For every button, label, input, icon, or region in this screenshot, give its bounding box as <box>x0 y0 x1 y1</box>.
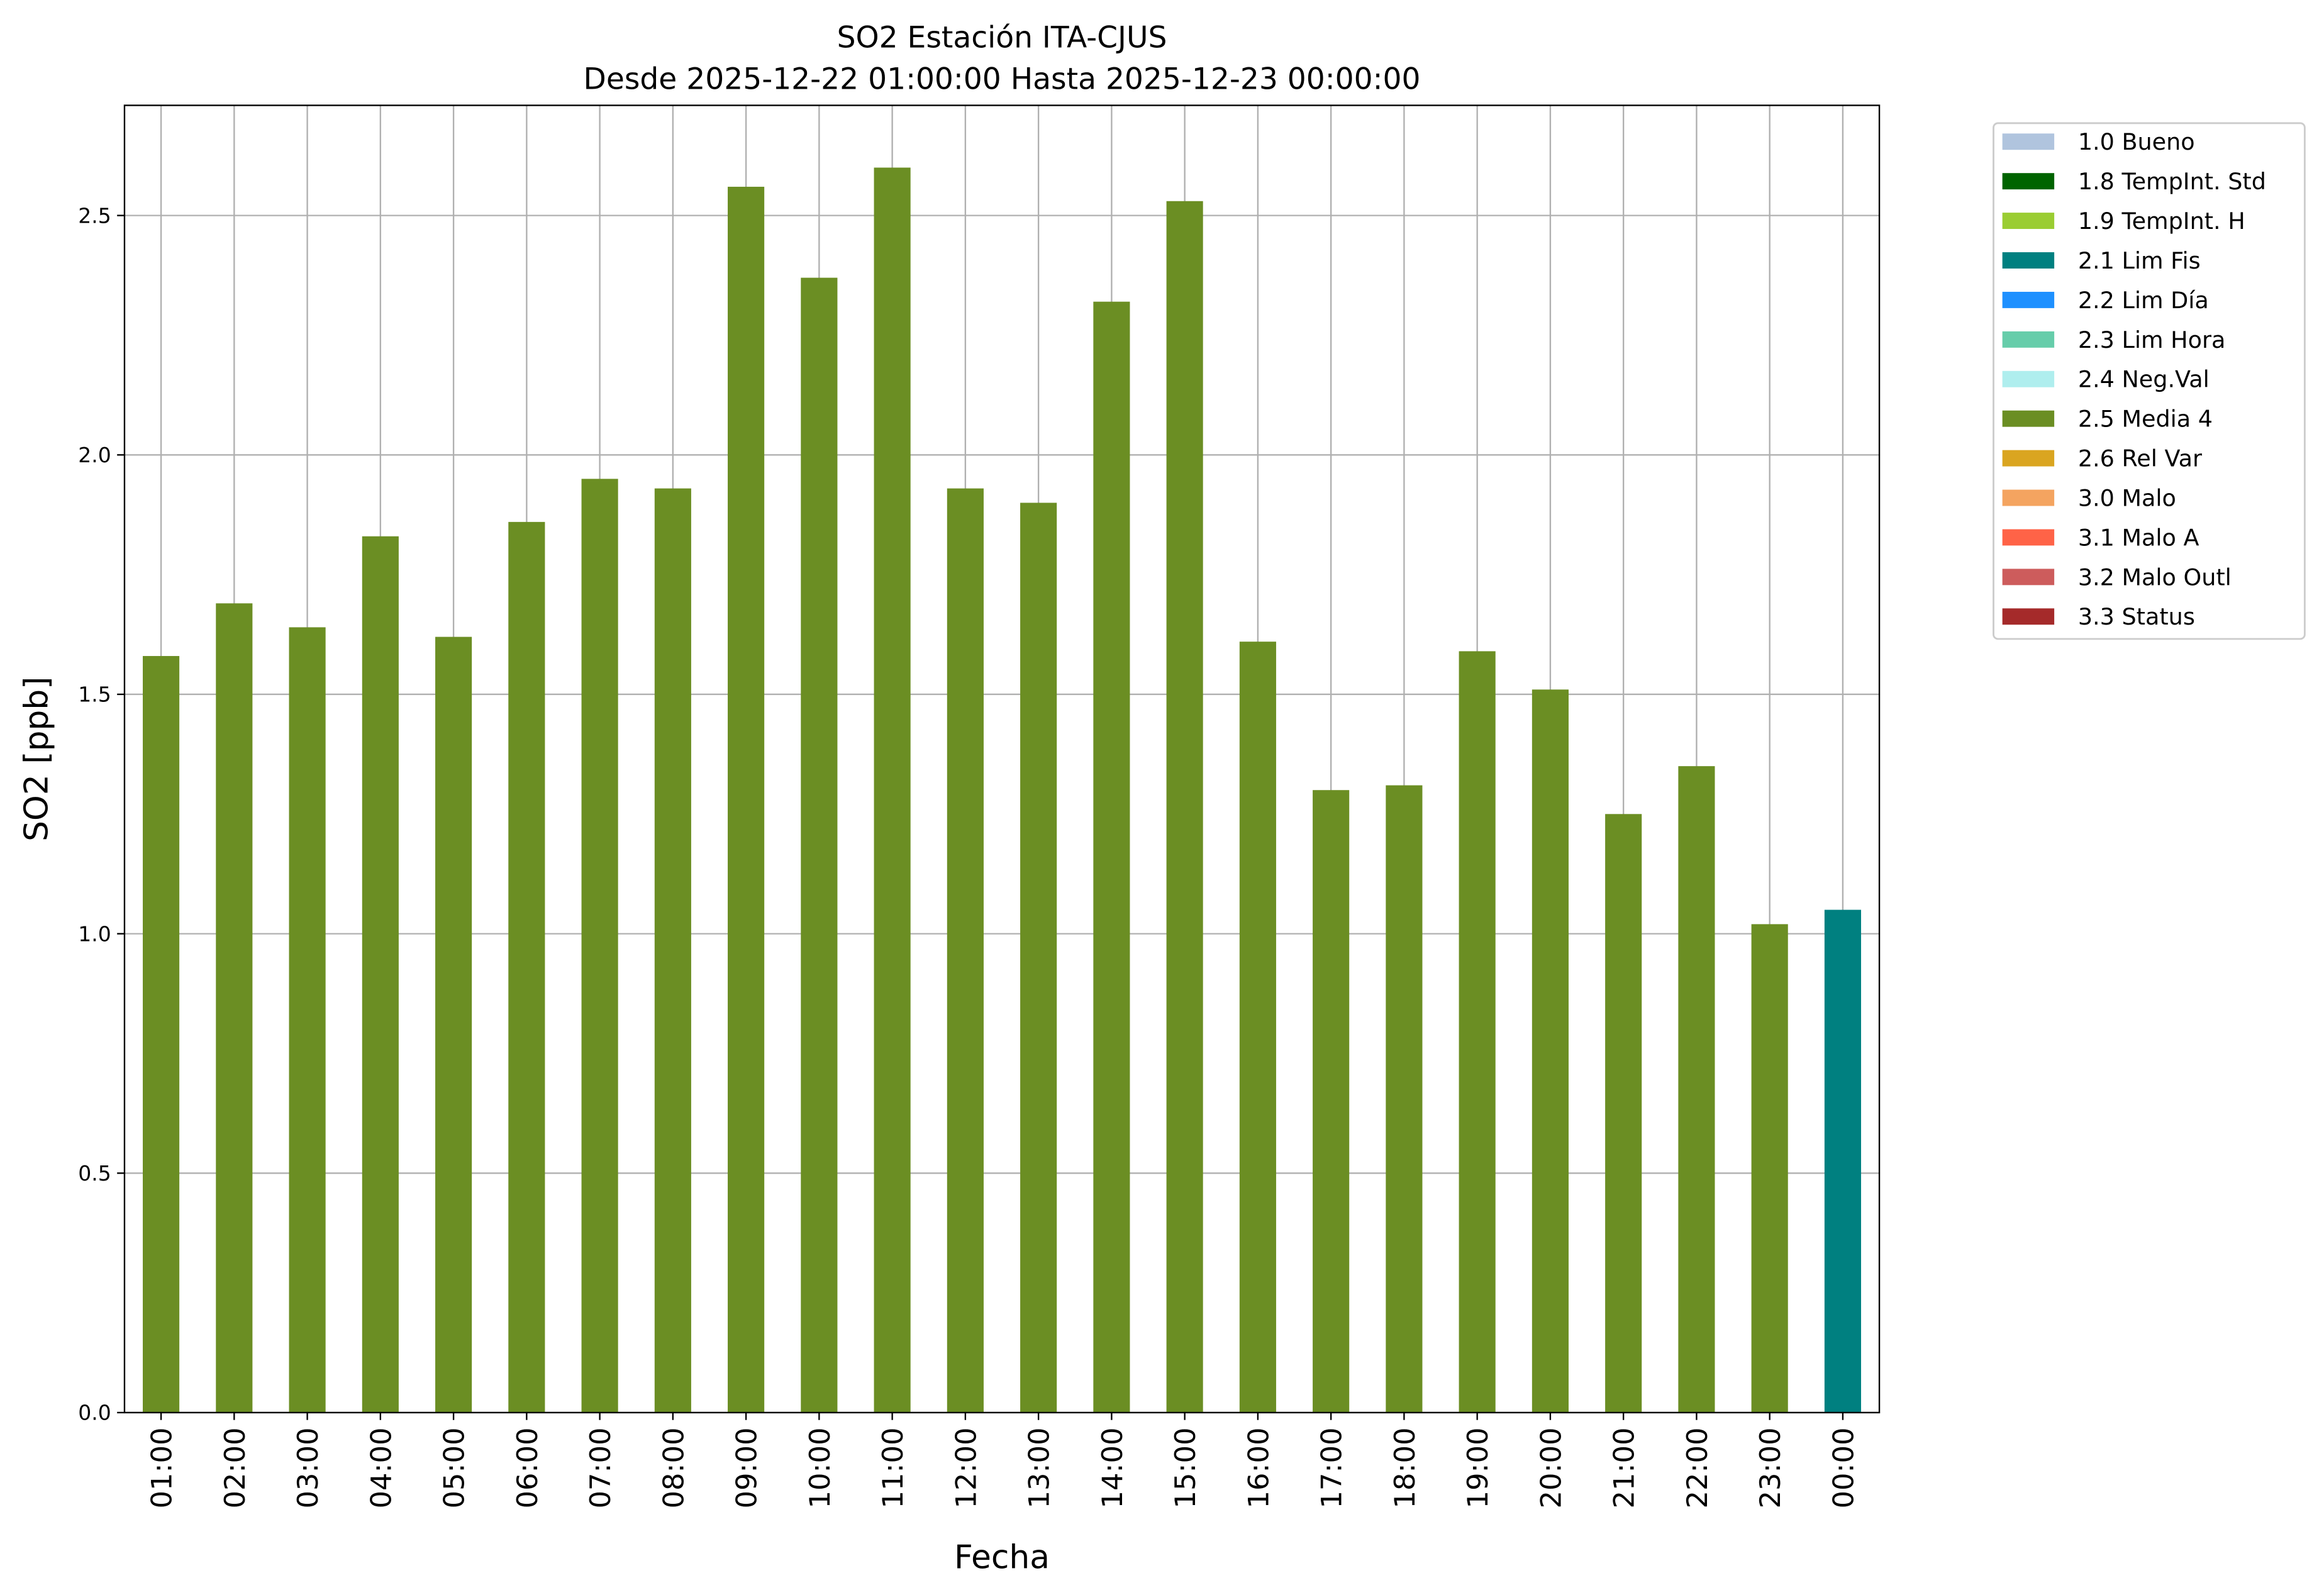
legend-swatch-2.5 <box>2002 410 2055 427</box>
legend-label: 1.0 Bueno <box>2078 128 2195 155</box>
legend-swatch-1.8 <box>2002 173 2055 190</box>
legend-swatch-2.2 <box>2002 291 2055 308</box>
x-tick-label: 23:00 <box>1754 1428 1787 1509</box>
legend-label: 2.5 Media 4 <box>2078 406 2213 433</box>
legend-label: 3.0 Malo <box>2078 484 2176 511</box>
legend-label: 3.3 Status <box>2078 603 2195 630</box>
legend-label: 2.4 Neg.Val <box>2078 366 2210 393</box>
bar-0800 <box>654 488 691 1413</box>
legend-swatch-2.6 <box>2002 450 2055 467</box>
legend-label: 2.6 Rel Var <box>2078 445 2203 472</box>
chart-title-line1: SO2 Estación ITA-CJUS <box>837 21 1167 55</box>
x-tick-label: 07:00 <box>584 1428 617 1509</box>
legend-label: 2.2 Lim Día <box>2078 287 2209 314</box>
x-tick-label: 06:00 <box>511 1428 544 1509</box>
bar-1000 <box>801 277 838 1413</box>
bar-0000 <box>1824 909 1861 1413</box>
legend-frame <box>1993 122 2306 640</box>
bar-2000 <box>1532 689 1569 1413</box>
x-tick-label: 14:00 <box>1096 1428 1129 1509</box>
bars <box>143 167 1861 1413</box>
y-tick-label: 1.0 <box>78 921 111 946</box>
x-tick-label: 03:00 <box>291 1428 325 1509</box>
y-tick-label: 0.5 <box>78 1161 111 1186</box>
legend: 1.0 Bueno 1.8 TempInt. Std 1.9 TempInt. H 2… <box>1993 122 2306 640</box>
y-tick-label: 2.5 <box>78 203 111 228</box>
y-tick-label: 2.0 <box>78 443 111 467</box>
chart-title-line2: Desde 2025-12-22 01:00:00 Hasta 2025-12-… <box>584 62 1421 97</box>
x-tick-label: 15:00 <box>1169 1428 1202 1509</box>
bar-1500 <box>1166 201 1203 1413</box>
legend-swatch-2.3 <box>2002 331 2055 348</box>
x-tick-label: 09:00 <box>730 1428 764 1509</box>
x-tick-label: 17:00 <box>1315 1428 1348 1509</box>
legend-swatch-3.3 <box>2002 608 2055 625</box>
legend-swatch-3.2 <box>2002 569 2055 586</box>
bar-0100 <box>143 656 180 1413</box>
y-axis-ticks: 0.0 0.5 1.0 1.5 2.0 2.5 <box>78 203 125 1425</box>
bar-2100 <box>1605 814 1642 1413</box>
bar-1800 <box>1386 785 1423 1413</box>
bar-2200 <box>1678 766 1715 1413</box>
x-axis-label: Fecha <box>954 1538 1050 1576</box>
legend-label: 3.2 Malo Outl <box>2078 564 2232 591</box>
x-tick-label: 19:00 <box>1461 1428 1494 1509</box>
y-tick-label: 1.5 <box>78 682 111 707</box>
bar-0900 <box>728 186 765 1413</box>
bar-1100 <box>874 167 911 1413</box>
bar-1900 <box>1459 651 1496 1413</box>
x-tick-label: 00:00 <box>1826 1428 1860 1509</box>
bar-1600 <box>1239 642 1276 1413</box>
bar-1700 <box>1313 790 1350 1413</box>
x-tick-label: 18:00 <box>1388 1428 1421 1509</box>
legend-swatch-2.1 <box>2002 252 2055 269</box>
bar-0600 <box>508 521 545 1413</box>
legend-label: 1.8 TempInt. Std <box>2078 168 2266 195</box>
legend-label: 1.9 TempInt. H <box>2078 208 2245 235</box>
legend-label: 3.1 Malo A <box>2078 524 2199 551</box>
x-tick-label: 04:00 <box>364 1428 398 1509</box>
x-tick-label: 01:00 <box>145 1428 179 1509</box>
bar-0700 <box>581 479 618 1413</box>
x-axis-ticks: 01:00 02:00 03:00 04:00 05:00 06:00 07:00 08:00… <box>145 1412 1860 1509</box>
bar-1200 <box>947 488 984 1413</box>
plot-frame <box>123 104 1881 1414</box>
bar-0500 <box>435 636 472 1413</box>
legend-swatch-1.9 <box>2002 213 2055 230</box>
x-tick-label: 16:00 <box>1242 1428 1275 1509</box>
legend-swatch-1.0 <box>2002 133 2055 150</box>
x-tick-label: 21:00 <box>1608 1428 1641 1509</box>
legend-swatch-3.1 <box>2002 529 2055 546</box>
x-tick-label: 05:00 <box>438 1428 471 1509</box>
y-tick-label: 0.0 <box>78 1401 111 1425</box>
bar-0200 <box>216 603 253 1413</box>
x-tick-label: 10:00 <box>803 1428 837 1509</box>
legend-label: 2.1 Lim Fis <box>2078 247 2201 274</box>
y-axis-label: SO2 [ppb] <box>18 677 55 842</box>
x-tick-label: 22:00 <box>1681 1428 1714 1509</box>
bar-1400 <box>1093 301 1130 1413</box>
bar-2300 <box>1751 924 1788 1413</box>
legend-swatch-2.4 <box>2002 370 2055 387</box>
x-tick-label: 02:00 <box>218 1428 252 1509</box>
x-tick-label: 11:00 <box>876 1428 909 1509</box>
bar-0400 <box>362 536 399 1413</box>
bar-0300 <box>289 627 326 1413</box>
x-tick-label: 12:00 <box>949 1428 982 1509</box>
x-tick-label: 13:00 <box>1023 1428 1056 1509</box>
bar-1300 <box>1020 503 1057 1413</box>
x-tick-label: 08:00 <box>657 1428 690 1509</box>
x-tick-label: 20:00 <box>1534 1428 1567 1509</box>
legend-label: 2.3 Lim Hora <box>2078 326 2226 353</box>
legend-swatch-3.0 <box>2002 489 2055 506</box>
